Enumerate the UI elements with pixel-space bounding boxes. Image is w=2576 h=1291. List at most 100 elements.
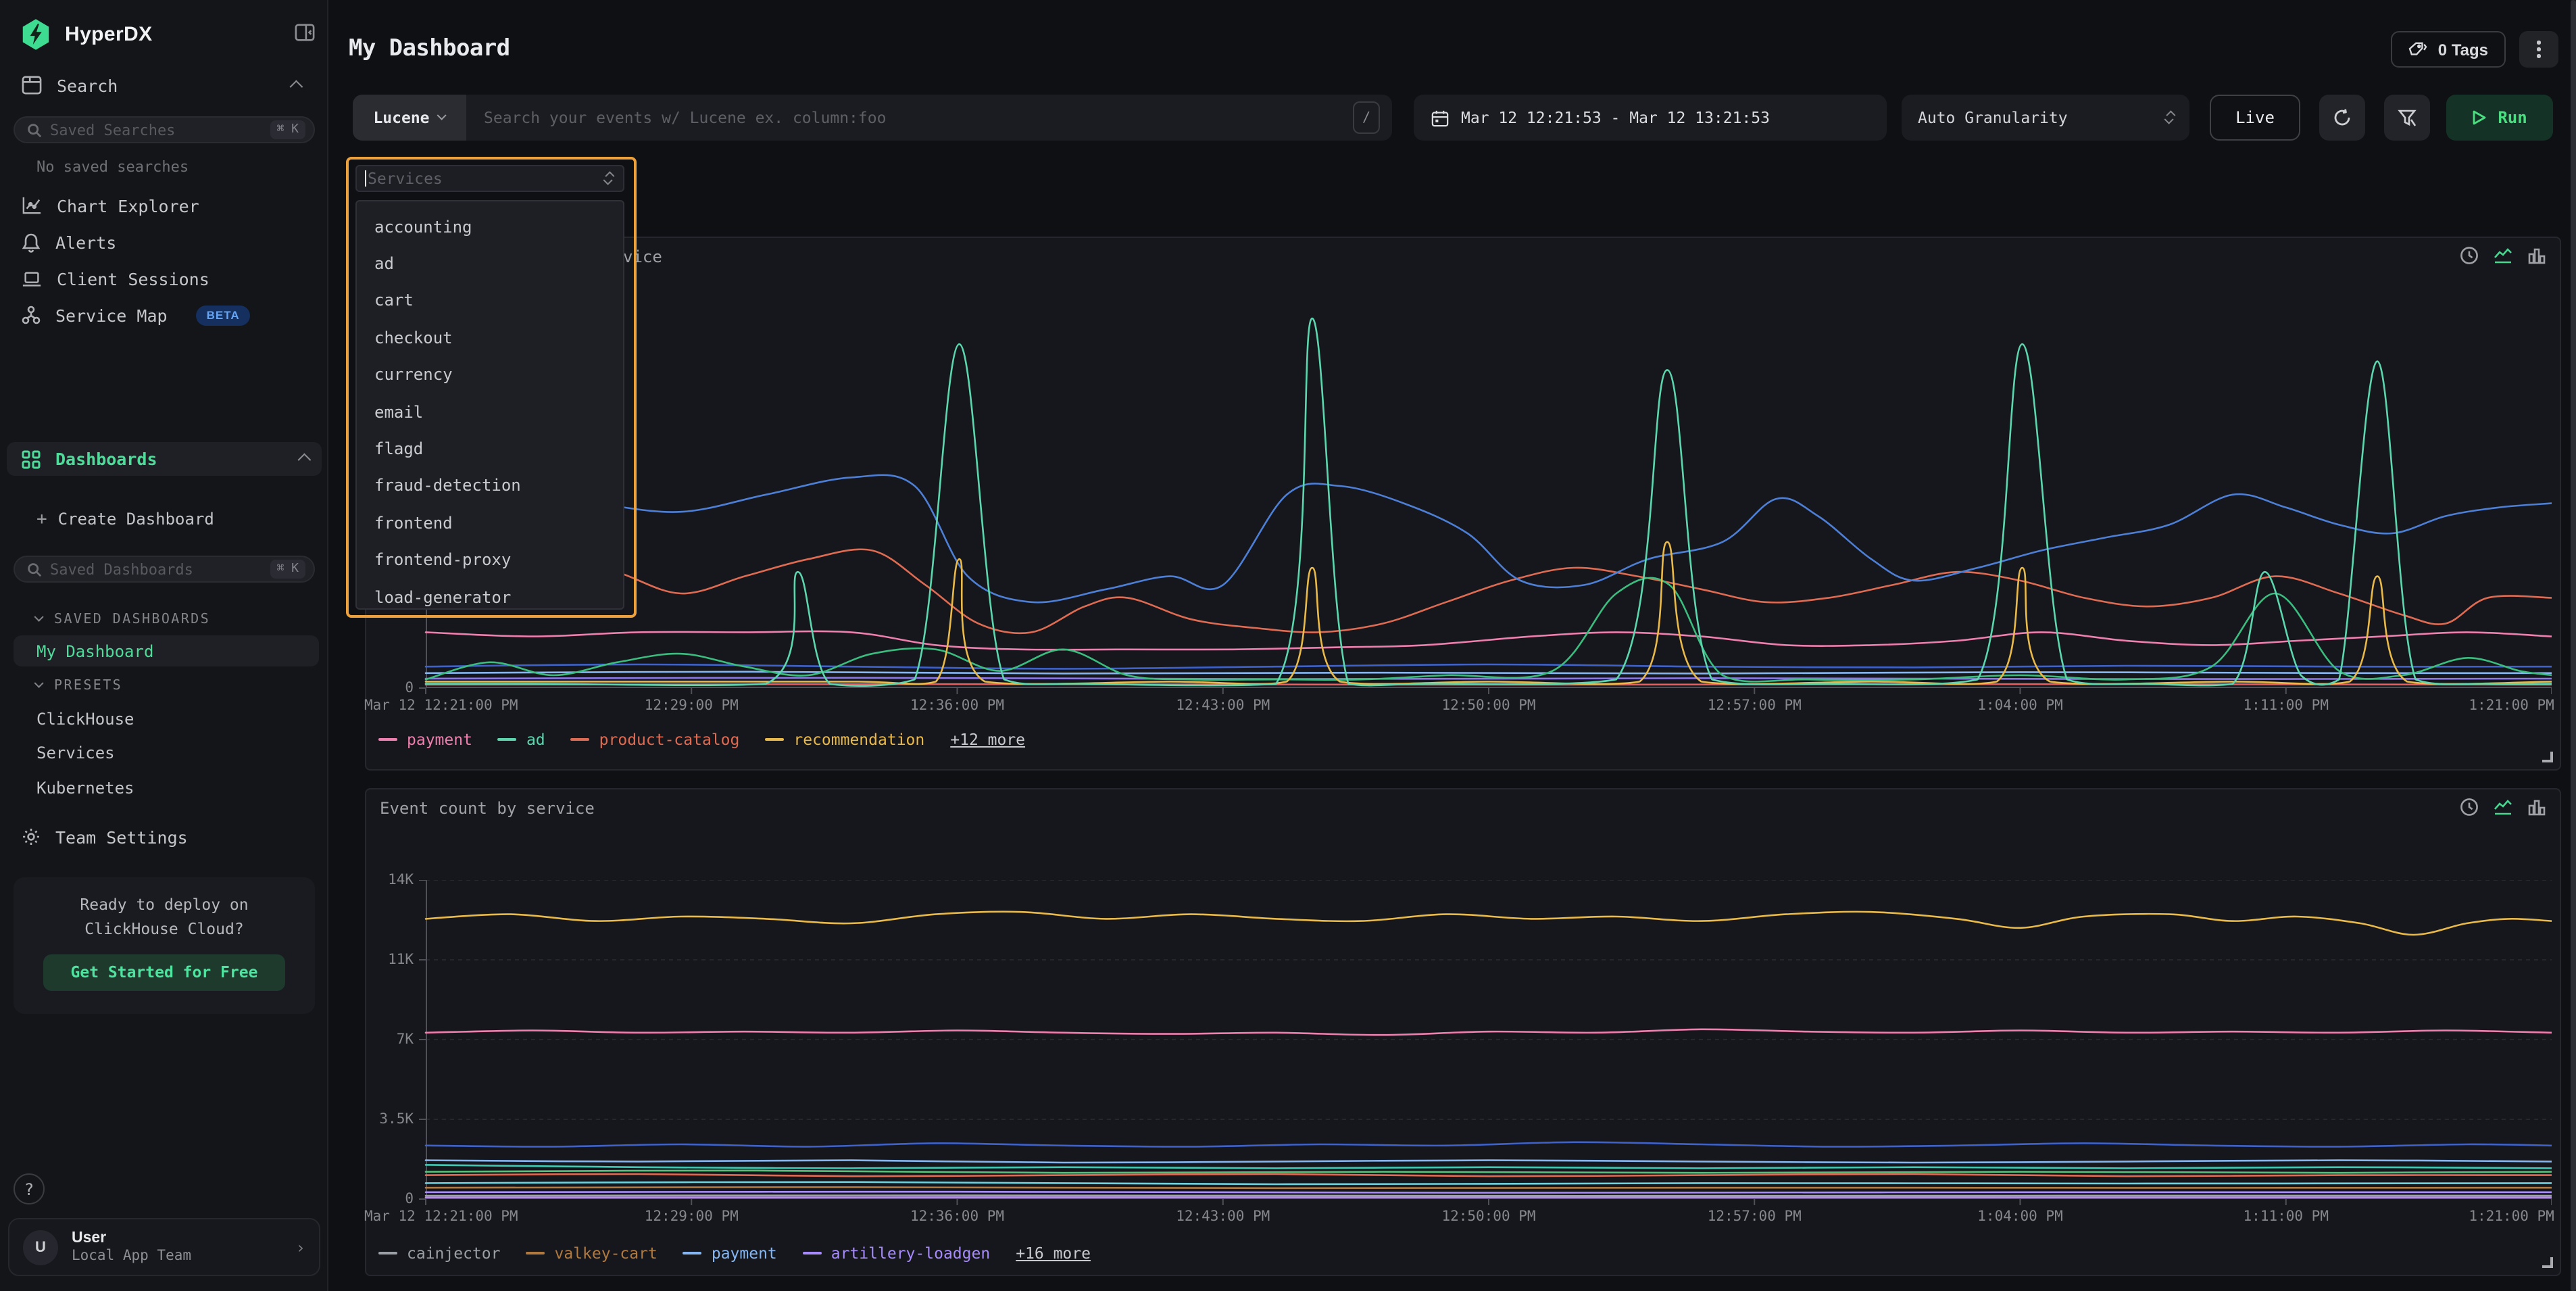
legend-label: cainjector: [407, 1244, 501, 1263]
saved-dashboards-field[interactable]: [50, 560, 262, 578]
legend-item[interactable]: payment: [378, 730, 472, 749]
clock-icon[interactable]: [2460, 246, 2479, 265]
preset-clickhouse[interactable]: ClickHouse: [36, 710, 134, 729]
sidebar-item-team-settings[interactable]: Team Settings: [22, 822, 188, 852]
user-menu[interactable]: U User Local App Team ›: [8, 1218, 320, 1276]
sidebar-item-search[interactable]: Search: [22, 70, 308, 100]
help-button[interactable]: ?: [14, 1173, 45, 1204]
dashboard-menu-button[interactable]: [2519, 31, 2558, 68]
filter-slash-icon: [2398, 109, 2417, 126]
saved-dashboards-input[interactable]: ⌘ K: [14, 556, 315, 583]
latency-chart[interactable]: [415, 258, 2552, 696]
services-select[interactable]: Services: [355, 165, 624, 192]
sidebar-item-label: Chart Explorer: [57, 195, 199, 216]
create-dashboard-button[interactable]: + Create Dashboard: [36, 504, 214, 534]
sidebar-item-dashboards[interactable]: Dashboards: [7, 442, 322, 476]
run-button[interactable]: Run: [2446, 95, 2553, 141]
chart-panel-latency: vice payment ad product-catalog recommen…: [364, 237, 2561, 771]
service-option[interactable]: fraud-detection: [374, 476, 521, 495]
filter-button[interactable]: [2384, 95, 2430, 141]
legend-more-link[interactable]: +16 more: [1016, 1244, 1091, 1263]
time-range-picker[interactable]: Mar 12 12:21:53 - Mar 12 13:21:53: [1414, 95, 1887, 141]
sidebar-item-service-map[interactable]: Service Map BETA: [22, 300, 251, 330]
legend-item[interactable]: product-catalog: [570, 730, 739, 749]
saved-searches-input[interactable]: ⌘ K: [14, 116, 315, 143]
query-language-select[interactable]: Lucene: [353, 95, 466, 141]
preset-services[interactable]: Services: [36, 744, 115, 762]
granularity-select[interactable]: Auto Granularity: [1902, 95, 2189, 141]
service-option[interactable]: ad: [374, 254, 394, 274]
chart-legend: payment ad product-catalog recommendatio…: [378, 730, 1025, 749]
legend-swatch: [497, 737, 517, 741]
y-axis-label: 14K: [388, 872, 414, 888]
tags-button[interactable]: 0 Tags: [2390, 31, 2506, 68]
legend-item[interactable]: recommendation: [765, 730, 924, 749]
chevron-down-icon: [34, 612, 44, 622]
preset-kubernetes[interactable]: Kubernetes: [36, 779, 134, 798]
legend-more-link[interactable]: +12 more: [950, 730, 1026, 749]
legend-item[interactable]: cainjector: [378, 1244, 501, 1263]
logo[interactable]: HyperDX: [22, 18, 153, 49]
scrollbar[interactable]: [2571, 0, 2576, 1291]
service-option[interactable]: currency: [374, 365, 453, 385]
live-button[interactable]: Live: [2210, 95, 2300, 141]
x-axis-label: 1:21:00 PM: [2469, 1209, 2554, 1225]
sidebar-item-label: Service Map: [55, 305, 168, 325]
line-chart-icon[interactable]: [2494, 798, 2512, 817]
x-axis-label: 12:57:00 PM: [1707, 698, 1802, 714]
sidebar-item-client-sessions[interactable]: Client Sessions: [22, 264, 209, 293]
bar-chart-icon[interactable]: [2527, 798, 2546, 817]
bar-chart-icon[interactable]: [2527, 246, 2546, 265]
sidebar-item-label: Dashboards: [55, 449, 157, 469]
presets-section-header[interactable]: PRESETS: [34, 678, 123, 693]
event-count-chart[interactable]: [415, 880, 2552, 1207]
service-option[interactable]: frontend: [374, 513, 453, 533]
panel-resize-handle[interactable]: [2542, 1257, 2553, 1268]
legend-item[interactable]: ad: [497, 730, 545, 749]
service-option[interactable]: accounting: [374, 217, 472, 237]
clock-icon[interactable]: [2460, 798, 2479, 817]
sidebar-collapse-icon[interactable]: [295, 22, 315, 41]
x-axis-label: 12:50:00 PM: [1441, 1209, 1536, 1225]
service-option[interactable]: cart: [374, 291, 414, 310]
legend-item[interactable]: payment: [683, 1244, 777, 1263]
refresh-icon: [2334, 109, 2350, 126]
legend-swatch: [683, 1251, 702, 1255]
service-option[interactable]: load-generator: [374, 587, 512, 607]
sidebar-item-my-dashboard[interactable]: My Dashboard: [14, 635, 319, 666]
granularity-label: Auto Granularity: [1918, 108, 2068, 127]
y-axis-label: 11K: [388, 952, 414, 968]
service-option[interactable]: email: [374, 402, 424, 422]
plus-icon: +: [36, 509, 47, 529]
scrollbar-thumb[interactable]: [2571, 0, 2576, 1291]
panel-resize-handle[interactable]: [2542, 752, 2553, 762]
panel-title-fragment: vice: [623, 247, 662, 266]
x-axis-label: 1:04:00 PM: [1977, 1209, 2063, 1225]
beta-badge: BETA: [195, 305, 251, 325]
chevron-up-icon: [289, 79, 303, 93]
saved-searches-field[interactable]: [50, 121, 262, 139]
get-started-button[interactable]: Get Started for Free: [43, 954, 285, 991]
gear-icon: [23, 829, 39, 845]
line-chart-icon[interactable]: [2494, 246, 2512, 265]
service-option[interactable]: frontend-proxy: [374, 550, 512, 570]
x-axis-label: 1:21:00 PM: [2469, 698, 2554, 714]
x-axis-label: Mar 12 12:21:00 PM: [364, 698, 518, 714]
section-label: PRESETS: [54, 679, 123, 693]
sidebar-item-alerts[interactable]: Alerts: [22, 227, 116, 257]
legend-item[interactable]: valkey-cart: [526, 1244, 658, 1263]
saved-dashboards-section-header[interactable]: SAVED DASHBOARDS: [34, 612, 210, 627]
run-label: Run: [2498, 108, 2527, 127]
service-option[interactable]: checkout: [374, 328, 453, 347]
panel-title: Event count by service: [380, 799, 595, 818]
refresh-button[interactable]: [2319, 95, 2365, 141]
hyperdx-logo-icon: [22, 18, 49, 49]
legend-item[interactable]: artillery-loadgen: [802, 1244, 990, 1263]
sidebar-item-chart-explorer[interactable]: Chart Explorer: [22, 191, 199, 220]
service-option[interactable]: flagd: [374, 439, 424, 459]
x-axis-label: Mar 12 12:21:00 PM: [364, 1209, 518, 1225]
event-search-input[interactable]: [466, 108, 1353, 127]
chevron-right-icon: ›: [295, 1238, 305, 1257]
main-content: My Dashboard 0 Tags Lucene / Mar 12: [328, 0, 2576, 1291]
